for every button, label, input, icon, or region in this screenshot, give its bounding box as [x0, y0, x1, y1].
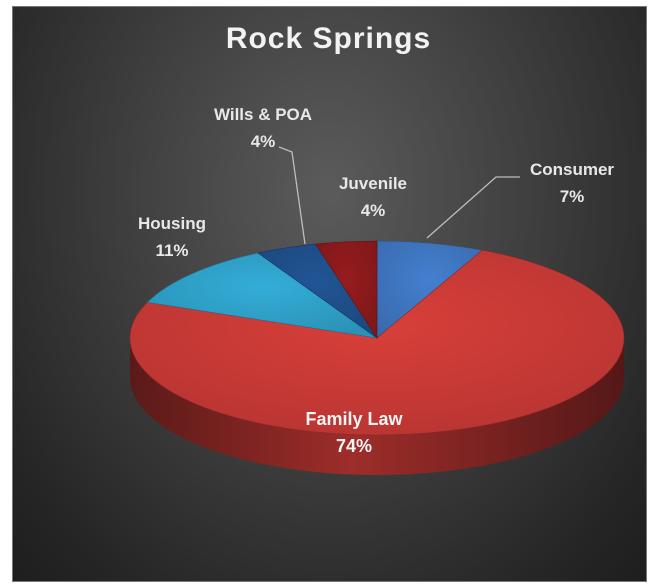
- pie-slice-consumer[interactable]: [376, 240, 483, 339]
- slice-label-consumer: Consumer: [530, 160, 614, 179]
- slice-percent-juvenile: 4%: [361, 201, 386, 220]
- slice-percent-housing: 11%: [155, 241, 188, 260]
- slice-label-wills-poa: Wills & POA: [214, 105, 312, 124]
- slice-label-family-law: Family Law: [305, 409, 403, 429]
- slice-percent-family-law: 74%: [336, 436, 372, 456]
- chart-title: Rock Springs: [225, 22, 432, 55]
- leader-line-wills-poa: [278, 146, 306, 245]
- pie-side-family-law: [130, 338, 624, 475]
- pie-slice-family-law[interactable]: [129, 249, 625, 436]
- slice-percent-wills-poa: 4%: [251, 132, 276, 151]
- pie-slice-juvenile[interactable]: [315, 240, 378, 340]
- pie-slice-housing[interactable]: [146, 252, 378, 339]
- slice-label-juvenile: Juvenile: [339, 174, 407, 193]
- slice-percent-consumer: 7%: [560, 187, 585, 206]
- slice-label-housing: Housing: [138, 214, 206, 233]
- leader-line-consumer: [426, 176, 520, 239]
